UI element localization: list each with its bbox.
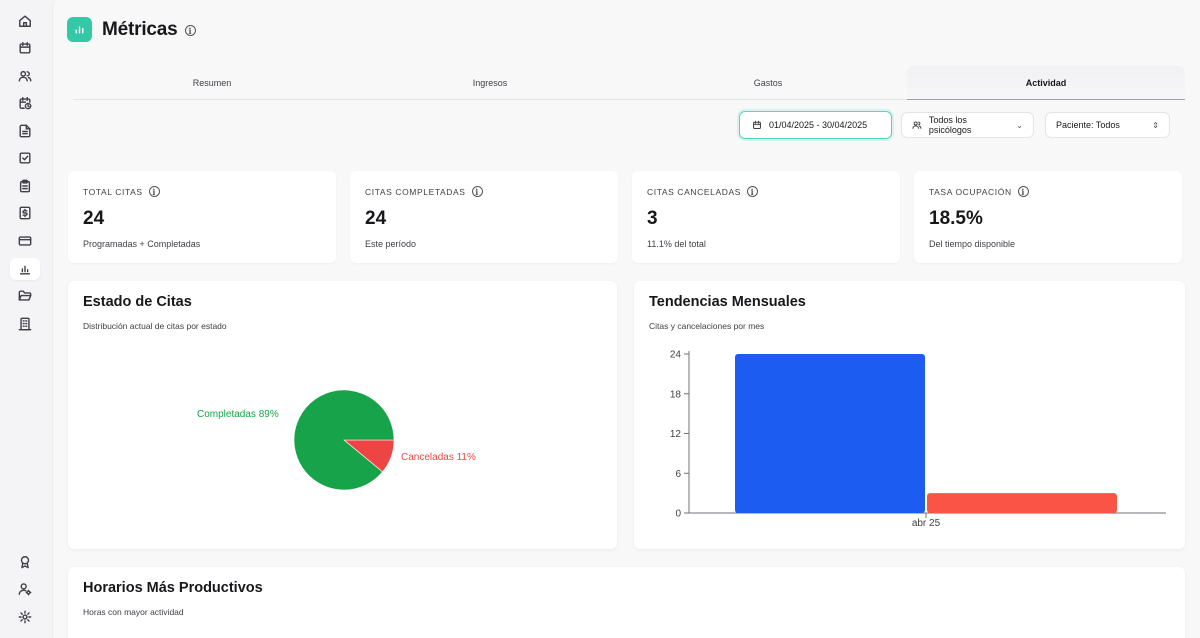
stat-card-total: TOTAL CITAS i 24 Programadas + Completada… bbox=[68, 171, 336, 263]
calendar-icon bbox=[19, 42, 31, 54]
stat-label: CITAS COMPLETADAS bbox=[365, 186, 466, 197]
sidebar-item-home[interactable] bbox=[10, 10, 40, 32]
date-range-picker[interactable]: 01/04/2025 - 30/04/2025 bbox=[739, 111, 892, 139]
clipboard-icon bbox=[19, 179, 31, 193]
main-panel: Métricas i Resumen Ingresos Gastos Activ… bbox=[52, 0, 1200, 638]
info-icon[interactable]: i bbox=[1017, 186, 1029, 197]
panel-subtitle: Horas con mayor actividad bbox=[83, 607, 184, 617]
sidebar-item-payments[interactable] bbox=[10, 230, 40, 252]
status-pie-chart bbox=[293, 389, 395, 491]
tab-bar: Resumen Ingresos Gastos Actividad bbox=[73, 66, 1185, 100]
y-tick-label: 12 bbox=[670, 429, 682, 440]
stat-value: 3 bbox=[647, 208, 658, 229]
home-icon bbox=[19, 15, 31, 27]
y-tick-label: 0 bbox=[675, 509, 681, 520]
sidebar-item-settings[interactable] bbox=[10, 606, 40, 628]
chevron-down-icon: ⌄ bbox=[1016, 120, 1023, 130]
sidebar bbox=[0, 0, 52, 638]
stat-subtitle: Del tiempo disponible bbox=[929, 239, 1016, 249]
award-icon bbox=[20, 556, 30, 569]
patient-select-value: Paciente: Todos bbox=[1056, 120, 1120, 130]
stat-subtitle: Este período bbox=[365, 239, 417, 249]
gear-icon bbox=[18, 610, 32, 624]
sidebar-item-tasks[interactable] bbox=[10, 147, 40, 169]
sidebar-item-records[interactable] bbox=[10, 175, 40, 197]
stat-subtitle: Programadas + Completadas bbox=[83, 239, 201, 249]
stat-label: TOTAL CITAS bbox=[83, 186, 143, 197]
hours-panel: Horarios Más Productivos Horas con mayor… bbox=[68, 567, 1185, 638]
stat-label: CITAS CANCELADAS bbox=[647, 186, 741, 197]
panel-title: Horarios Más Productivos bbox=[83, 580, 263, 596]
stat-value: 18.5% bbox=[929, 208, 983, 229]
credit-card-icon bbox=[18, 236, 32, 246]
info-icon[interactable]: i bbox=[148, 186, 160, 197]
stat-card-cancelled: CITAS CANCELADAS i 3 11.1% del total bbox=[632, 171, 900, 263]
pie-label-cancelled: Canceladas 11% bbox=[401, 452, 476, 463]
document-icon bbox=[19, 124, 31, 138]
panel-subtitle: Citas y cancelaciones por mes bbox=[649, 321, 765, 331]
tab-actividad[interactable]: Actividad bbox=[907, 66, 1185, 100]
y-tick-label: 6 bbox=[675, 469, 681, 480]
chevron-up-down-icon: ⇕ bbox=[1152, 120, 1159, 130]
page-header: Métricas i bbox=[67, 17, 196, 42]
sidebar-item-patients[interactable] bbox=[10, 65, 40, 87]
sidebar-item-calendar[interactable] bbox=[10, 37, 40, 59]
date-range-value: 01/04/2025 - 30/04/2025 bbox=[769, 120, 868, 130]
y-tick-label: 24 bbox=[670, 350, 682, 361]
sidebar-item-clinic[interactable] bbox=[10, 313, 40, 335]
stat-card-completed: CITAS COMPLETADAS i 24 Este período bbox=[350, 171, 618, 263]
sidebar-item-metrics[interactable] bbox=[10, 258, 40, 280]
stat-label-wrap: CITAS COMPLETADAS i bbox=[365, 186, 603, 197]
building-icon bbox=[18, 317, 32, 331]
user-settings-icon bbox=[18, 583, 32, 596]
info-icon[interactable]: i bbox=[184, 25, 196, 36]
calendar-clock-icon bbox=[19, 97, 32, 110]
sidebar-item-achievements[interactable] bbox=[10, 551, 40, 573]
stat-label-wrap: CITAS CANCELADAS i bbox=[647, 186, 885, 197]
page-title: Métricas bbox=[102, 18, 178, 40]
pie-slice-completadas[interactable] bbox=[293, 389, 395, 491]
tab-gastos[interactable]: Gastos bbox=[753, 78, 783, 88]
y-tick-label: 18 bbox=[670, 389, 682, 400]
stat-subtitle: 11.1% del total bbox=[647, 239, 706, 249]
panel-subtitle: Distribución actual de citas por estado bbox=[83, 321, 227, 331]
sidebar-item-schedule[interactable] bbox=[10, 92, 40, 114]
bar-series-0[interactable] bbox=[735, 354, 925, 513]
sidebar-item-files[interactable] bbox=[10, 285, 40, 307]
info-icon[interactable]: i bbox=[471, 186, 483, 197]
bar-chart-icon bbox=[19, 265, 31, 275]
users-icon bbox=[912, 121, 922, 129]
bar-series-1[interactable] bbox=[927, 493, 1117, 513]
pie-label-completed: Completadas 89% bbox=[197, 409, 279, 420]
status-panel: Estado de Citas Distribución actual de c… bbox=[68, 281, 617, 549]
sidebar-item-documents[interactable] bbox=[10, 120, 40, 142]
dollar-icon bbox=[19, 206, 31, 220]
stat-value: 24 bbox=[365, 208, 387, 229]
panel-title: Estado de Citas bbox=[83, 294, 192, 310]
stat-card-occupancy: TASA OCUPACIÓN i 18.5% Del tiempo disponi… bbox=[914, 171, 1182, 263]
bar-chart-icon bbox=[75, 26, 84, 34]
sidebar-item-billing[interactable] bbox=[10, 202, 40, 224]
psychologist-select[interactable]: Todos los psicólogos ⌄ bbox=[901, 112, 1034, 138]
folder-icon bbox=[18, 290, 32, 301]
stat-label: TASA OCUPACIÓN bbox=[929, 186, 1012, 197]
trend-panel: Tendencias Mensuales Citas y cancelacion… bbox=[634, 281, 1185, 549]
stat-value: 24 bbox=[83, 208, 105, 229]
trend-bar-chart: 0 6 12 18 24 abr 25 bbox=[670, 350, 1166, 529]
metrics-logo bbox=[67, 17, 92, 42]
info-icon[interactable]: i bbox=[747, 186, 758, 197]
users-icon bbox=[18, 70, 32, 82]
x-tick-label: abr 25 bbox=[912, 518, 941, 529]
calendar-icon bbox=[753, 120, 761, 129]
psychologist-select-value: Todos los psicólogos bbox=[928, 115, 972, 135]
patient-select[interactable]: Paciente: Todos ⇕ bbox=[1045, 112, 1170, 138]
checklist-icon bbox=[19, 152, 31, 164]
tab-resumen[interactable]: Resumen bbox=[192, 78, 232, 88]
stat-label-wrap: TOTAL CITAS i bbox=[83, 186, 321, 197]
sidebar-item-account[interactable] bbox=[10, 578, 40, 600]
tab-ingresos[interactable]: Ingresos bbox=[472, 78, 508, 88]
stat-label-wrap: TASA OCUPACIÓN i bbox=[929, 186, 1167, 197]
panel-title: Tendencias Mensuales bbox=[649, 294, 806, 310]
